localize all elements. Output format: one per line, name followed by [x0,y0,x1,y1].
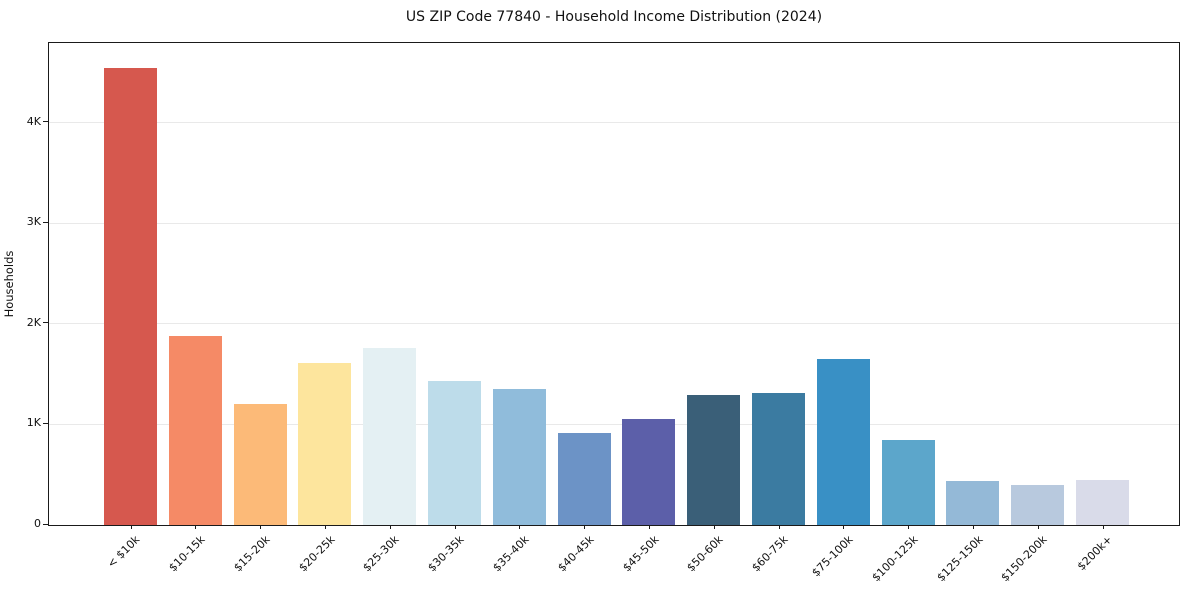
x-tick-mark-9 [713,525,715,529]
x-tick-label-4: $25-30k [360,533,402,575]
gridline-2000 [49,323,1179,325]
x-tick-mark-4 [389,525,391,529]
x-tick-label-5: $30-35k [425,533,467,575]
x-tick-label-10: $60-75k [749,533,791,575]
y-tick-mark-4K [43,121,48,123]
x-tick-label-8: $45-50k [619,533,662,575]
y-tick-mark-2K [43,322,48,324]
bar-30-35k [428,381,481,525]
bar-125-150k [946,480,1000,525]
x-tick-label-2: $15-20k [231,533,273,575]
bar-35-40k [492,389,546,525]
chart-title: US ZIP Code 77840 - Household Income Dis… [405,9,823,25]
gridline-4000 [49,122,1179,124]
x-tick-label-14: $150-200k [998,533,1050,585]
y-axis-label-text: Households [2,250,16,318]
x-tick-label-3: $20-25k [295,533,338,575]
bar-25-30k [363,348,417,525]
x-tick-label-9: $50-60k [684,533,726,575]
x-tick-mark-8 [648,525,650,529]
y-tick-mark-0 [43,523,48,525]
gridline-3000 [49,222,1179,224]
x-tick-label-12: $100-125k [869,533,921,585]
x-tick-label-11: $75-100k [809,533,856,580]
x-tick-mark-5 [454,525,456,529]
x-tick-mark-10 [778,525,780,529]
y-tick-label-2K: 2K [26,315,41,329]
x-tick-mark-2 [260,525,262,529]
y-tick-label-0: 0 [34,517,41,530]
x-tick-mark-1 [195,525,197,529]
x-tick-mark-14 [1037,525,1039,529]
bar-200k+ [1076,479,1129,525]
bar-150-200k [1011,484,1065,525]
x-tick-mark-0 [130,525,132,529]
x-tick-label-1: $10-15k [166,533,208,575]
y-tick-mark-1K [43,422,48,424]
x-tick-label-15: $200k+ [1074,533,1115,574]
gridline-1000 [49,423,1179,425]
bar-20-25k [298,363,352,525]
x-tick-label-0: < $10k [105,533,143,571]
bar-75-100k [816,359,870,525]
x-tick-mark-3 [324,525,326,529]
bar-50-60k [687,395,741,525]
y-tick-label-4K: 4K [26,114,41,128]
bar-100-125k [881,439,935,525]
x-tick-label-7: $40-45k [555,533,597,575]
y-tick-mark-3K [43,221,48,223]
bar-15-20k [233,404,287,525]
x-tick-mark-13 [972,525,974,529]
bar-40-45k [557,432,611,525]
x-tick-mark-12 [908,525,910,529]
bar-45-50k [622,419,676,525]
x-tick-mark-7 [584,525,586,529]
bar-60-75k [752,393,805,525]
x-tick-mark-11 [843,525,845,529]
bar-10-15k [168,335,222,525]
y-tick-label-1K: 1K [26,416,41,430]
x-tick-mark-15 [1102,525,1104,529]
y-tick-label-3K: 3K [26,215,41,229]
plot-area [48,42,1180,526]
x-tick-label-6: $35-40k [490,533,532,575]
bar-10k [104,68,157,525]
x-tick-label-13: $125-150k [933,533,986,585]
x-tick-mark-6 [519,525,521,529]
